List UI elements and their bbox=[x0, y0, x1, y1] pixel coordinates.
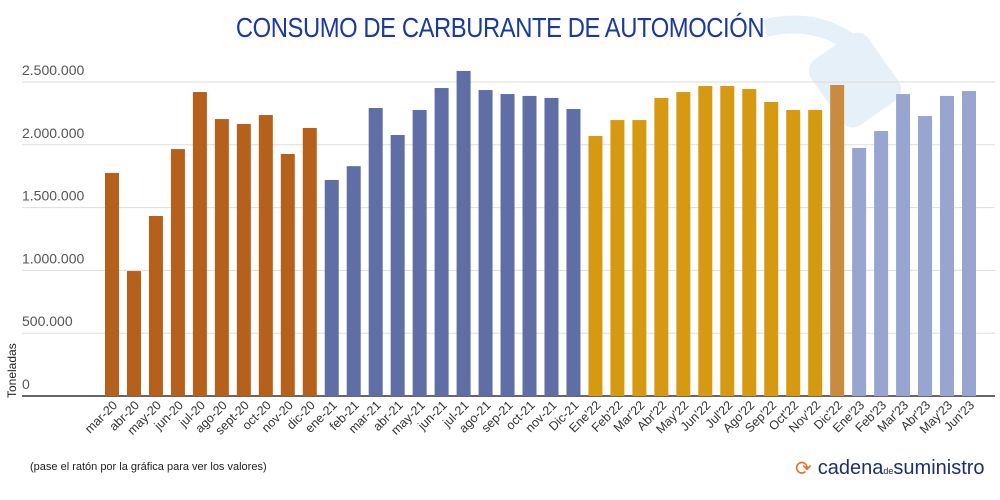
bar-Jul'22[interactable] bbox=[720, 86, 735, 397]
y-tick-label: 1.500.000 bbox=[22, 188, 84, 204]
hover-hint: (pase el ratón por la gráfica para ver l… bbox=[30, 461, 267, 473]
bar-jun-20[interactable] bbox=[170, 149, 185, 396]
bar-jul-21[interactable] bbox=[456, 70, 471, 396]
bar-dic-20[interactable] bbox=[302, 127, 317, 396]
bar-may-20[interactable] bbox=[148, 216, 163, 396]
bar-ago-21[interactable] bbox=[478, 90, 493, 397]
bar-mar-20[interactable] bbox=[105, 172, 119, 396]
bar-Dic'22[interactable] bbox=[830, 85, 845, 396]
logo-icon: ⟳ bbox=[795, 458, 812, 480]
bar-nov-20[interactable] bbox=[280, 153, 295, 396]
bar-abr-20[interactable] bbox=[126, 271, 141, 396]
y-tick-label: 500.000 bbox=[22, 313, 73, 329]
chart-title: CONSUMO DE CARBURANTE DE AUTOMOCIÓN bbox=[235, 12, 765, 43]
bar-May'22[interactable] bbox=[676, 92, 691, 396]
bar-Abr'23[interactable] bbox=[918, 116, 933, 396]
bar-Abr'22[interactable] bbox=[654, 97, 669, 396]
bar-Dic-21[interactable] bbox=[566, 109, 581, 396]
bar-feb-21[interactable] bbox=[346, 166, 361, 396]
bar-Mar'22[interactable] bbox=[632, 120, 647, 397]
bar-oct-21[interactable] bbox=[522, 95, 537, 397]
bar-sep-21[interactable] bbox=[500, 94, 515, 396]
bar-oct-20[interactable] bbox=[258, 115, 273, 396]
bar-jun-21[interactable] bbox=[434, 88, 449, 396]
bar-May'23[interactable] bbox=[940, 95, 955, 397]
bar-Ago'22[interactable] bbox=[742, 89, 757, 396]
bar-abr-21[interactable] bbox=[390, 135, 405, 396]
bar-Sep'22[interactable] bbox=[764, 101, 779, 396]
bar-Jun'22[interactable] bbox=[698, 86, 713, 397]
bar-Feb'23[interactable] bbox=[874, 130, 889, 396]
bar-Oct'22[interactable] bbox=[786, 110, 801, 397]
y-tick-label: 2.500.000 bbox=[22, 62, 84, 78]
bar-ene-21[interactable] bbox=[324, 179, 339, 396]
y-tick-label: 2.000.000 bbox=[22, 125, 84, 141]
bar-mar-21[interactable] bbox=[368, 107, 383, 396]
bar-ago-20[interactable] bbox=[214, 119, 229, 396]
bar-Ene'23[interactable] bbox=[852, 147, 867, 396]
bar-Jun'23[interactable] bbox=[962, 91, 976, 396]
bar-nov-21[interactable] bbox=[544, 97, 559, 396]
y-tick-label: 0 bbox=[22, 376, 30, 392]
bar-may-21[interactable] bbox=[412, 110, 427, 397]
y-axis-label: Toneladas bbox=[5, 343, 19, 398]
bar-Feb'22[interactable] bbox=[610, 120, 625, 397]
y-tick-label: 1.000.000 bbox=[22, 250, 84, 266]
bar-jul-20[interactable] bbox=[192, 92, 207, 396]
bar-Ene'22[interactable] bbox=[588, 136, 603, 396]
bar-Mar'23[interactable] bbox=[896, 94, 911, 396]
logo: ⟳ cadenadesuministro bbox=[795, 457, 985, 480]
bar-Nov'22[interactable] bbox=[808, 110, 823, 397]
bar-sept-20[interactable] bbox=[236, 123, 251, 396]
